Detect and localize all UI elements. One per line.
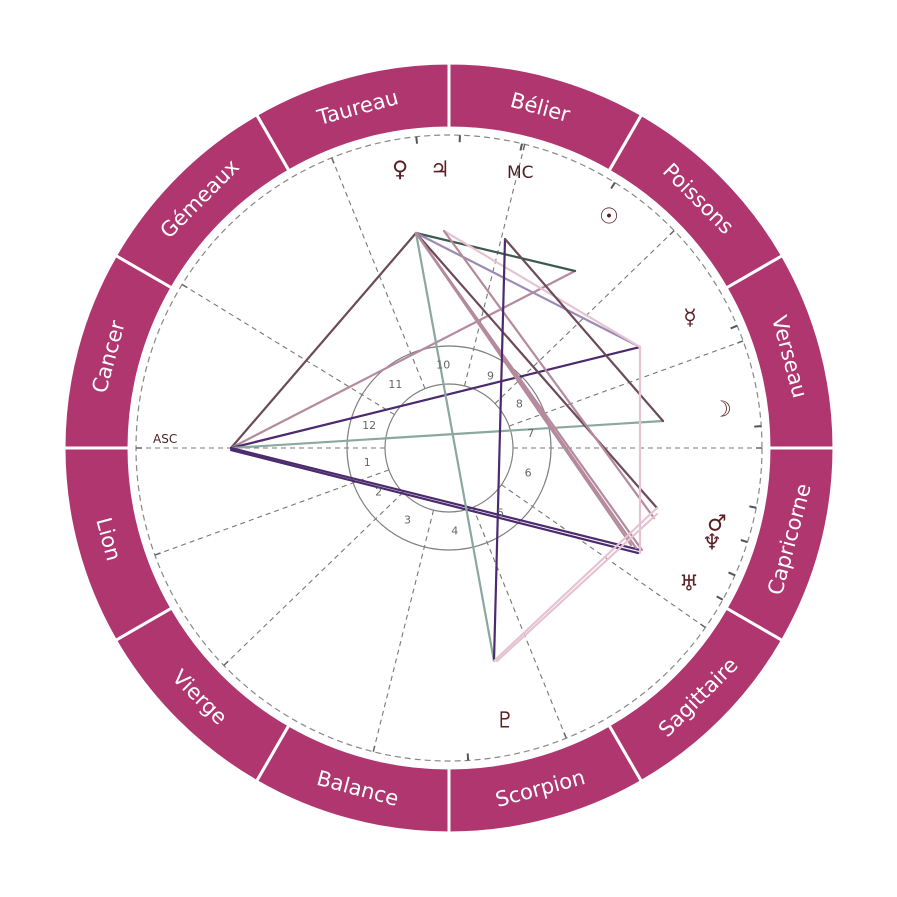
sign-segment-vierge: Vierge xyxy=(113,605,292,784)
aspect-line xyxy=(229,448,640,555)
aspect-line xyxy=(414,231,496,663)
aspect-line xyxy=(414,231,577,273)
aspect-line xyxy=(414,231,633,547)
house-number: 2 xyxy=(375,485,382,498)
mercury-icon: ☿ xyxy=(683,306,697,331)
planet-tick xyxy=(415,136,419,144)
aspect-line xyxy=(229,446,642,552)
jupiter-icon: ♃ xyxy=(430,158,450,183)
uranus-icon: ♅ xyxy=(679,572,699,597)
sun-icon: ☉ xyxy=(599,205,619,230)
house-circles xyxy=(346,345,552,551)
house-number: 4 xyxy=(451,524,458,537)
house-number: 9 xyxy=(487,370,494,383)
planet-tick xyxy=(728,571,736,577)
planet-tick xyxy=(519,143,524,151)
house-cusp-11 xyxy=(331,157,426,389)
house-number: 3 xyxy=(404,513,411,526)
house-cusps xyxy=(136,144,762,752)
house-cusp-2 xyxy=(154,469,390,556)
house-cusp-8 xyxy=(508,340,744,427)
aspect-line xyxy=(229,269,577,450)
sign-segment-balance: Balance xyxy=(254,723,451,835)
house-number: 7 xyxy=(527,427,534,440)
sign-segment-scorpion: Scorpion xyxy=(447,723,644,835)
planet-tick xyxy=(730,324,738,330)
house-number: 5 xyxy=(497,506,504,519)
aspect-line xyxy=(492,506,659,663)
pluto-icon: ♇ xyxy=(495,709,515,734)
house-number: 1 xyxy=(364,456,371,469)
planet-tick xyxy=(740,539,748,544)
planet-ticks xyxy=(415,135,762,761)
sign-segment-gémeaux: Gémeaux xyxy=(113,112,292,291)
moon-icon: ☽ xyxy=(712,398,732,423)
aspect-line xyxy=(503,237,665,423)
house-number: 12 xyxy=(362,419,376,432)
house-number: 10 xyxy=(436,359,450,372)
angle-labels: ASC MC xyxy=(153,163,534,446)
sign-segment-poissons: Poissons xyxy=(606,112,785,291)
planet-tick xyxy=(610,182,616,190)
aspect-line xyxy=(492,237,507,663)
house-outer-circle xyxy=(346,345,552,551)
sign-segment-taureau: Taureau xyxy=(254,61,451,173)
house-number: 6 xyxy=(525,466,532,479)
house-number: 8 xyxy=(516,398,523,411)
planet-tick xyxy=(716,595,724,601)
aspect-line xyxy=(442,229,642,349)
mars-icon: ♂ xyxy=(707,512,727,537)
house-cusp-4 xyxy=(372,509,435,752)
sign-segment-cancer: Cancer xyxy=(62,253,174,450)
aspect-line xyxy=(442,229,656,520)
aspect-line xyxy=(495,512,659,663)
house-cusp-3 xyxy=(223,492,404,666)
house-cusp-6 xyxy=(501,484,706,628)
house-cusp-9 xyxy=(494,230,675,404)
house-inner-circle xyxy=(384,383,514,513)
aspect-line xyxy=(414,231,659,510)
aspect-line xyxy=(229,345,642,450)
planet-tick xyxy=(749,505,757,509)
sign-segment-bélier: Bélier xyxy=(447,61,644,173)
house-cusp-10 xyxy=(463,144,526,387)
asc-label: ASC xyxy=(153,432,177,446)
neptune-icon: ♆ xyxy=(702,531,722,556)
sign-segment-lion: Lion xyxy=(62,446,174,643)
mc-label: MC xyxy=(507,163,534,183)
aspect-line xyxy=(414,231,642,349)
aspect-line xyxy=(229,231,418,450)
house-cusp-5 xyxy=(472,507,567,739)
house-number: 11 xyxy=(388,378,402,391)
house-cusp-12 xyxy=(181,283,395,416)
zodiac-ring: VerseauPoissonsBélierTaureauGémeauxCance… xyxy=(62,61,836,835)
sign-segment-verseau: Verseau xyxy=(724,253,836,450)
planet-glyphs: ♀ ♃ ☉ ☿ ☽ ♂♆♅ ♇ xyxy=(392,158,732,734)
sign-segment-sagittaire: Sagittaire xyxy=(606,605,785,784)
aspect-lines xyxy=(229,229,665,663)
venus-icon: ♀ xyxy=(392,158,408,183)
aspect-line xyxy=(229,419,665,450)
sign-segment-capricorne: Capricorne xyxy=(724,446,836,643)
